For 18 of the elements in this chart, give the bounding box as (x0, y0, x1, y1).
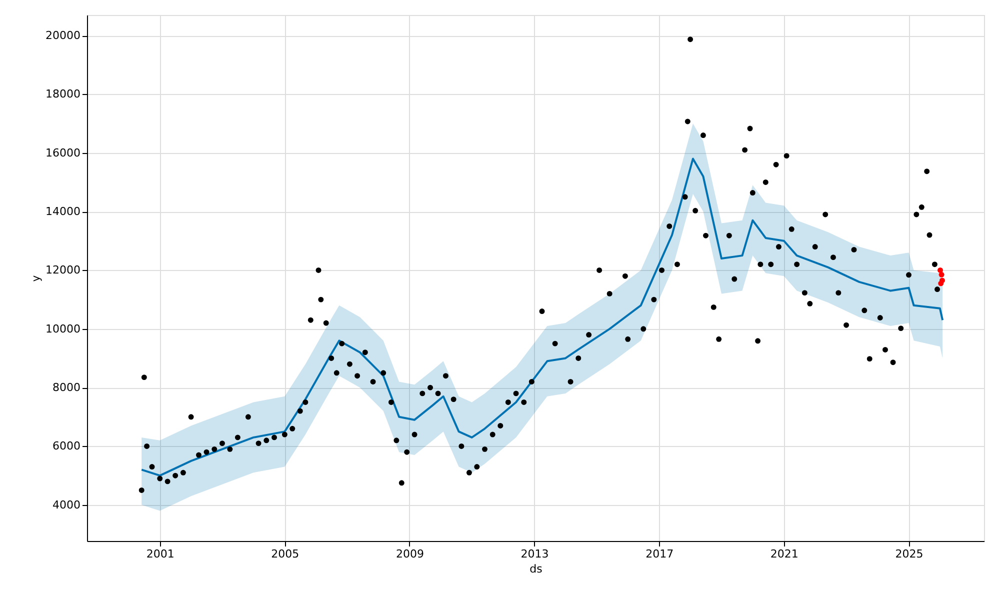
y-tick-label: 10000 (46, 322, 80, 336)
y-tick-label: 20000 (46, 29, 80, 42)
x-axis-title: ds (530, 562, 543, 576)
x-tick-label: 2013 (520, 548, 549, 560)
x-tick-label: 2017 (646, 548, 674, 560)
x-tick-label: 2025 (895, 548, 924, 560)
y-tick-label: 16000 (46, 146, 80, 160)
y-tick-label: 18000 (46, 88, 80, 101)
y-tick-label: 4000 (52, 498, 80, 512)
x-tick-label: 2021 (770, 548, 798, 560)
x-tick-label: 2001 (146, 548, 174, 560)
y-tick-label: 8000 (52, 381, 80, 394)
y-axis-title: y (30, 274, 43, 282)
y-tick-label: 6000 (52, 440, 80, 453)
y-tick-label: 12000 (46, 264, 80, 277)
y-tick-label: 14000 (46, 205, 80, 218)
x-tick-label: 2009 (396, 548, 424, 560)
x-tick-label: 2005 (271, 548, 300, 560)
